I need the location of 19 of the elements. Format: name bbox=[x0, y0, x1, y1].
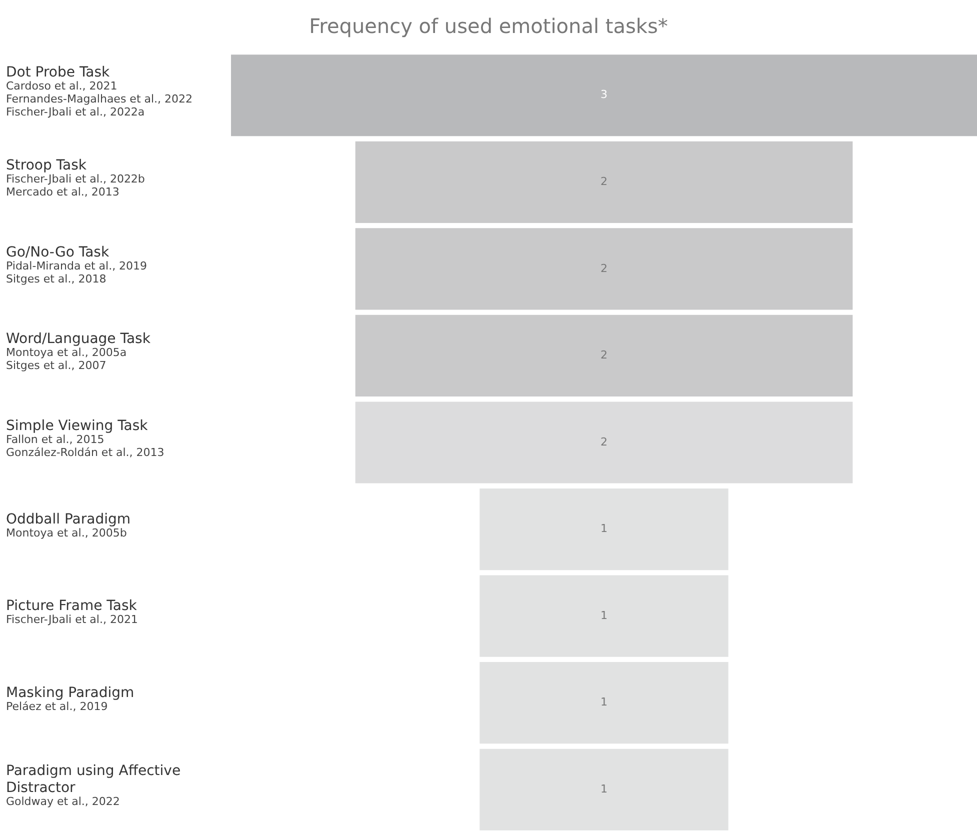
data-label: 1 bbox=[600, 782, 608, 796]
data-label: 1 bbox=[600, 696, 608, 709]
data-label: 2 bbox=[600, 175, 608, 188]
text: Frequency of used emotional tasks* bbox=[309, 14, 668, 38]
data-label: 2 bbox=[600, 348, 608, 362]
category-label: Go/No-Go Task Pidal-Miranda et al., 2019 Sitges et al., 2018 bbox=[6, 244, 148, 286]
data-label: 1 bbox=[600, 608, 608, 622]
category-label: Oddball Paradigm Montoya et al., 2005b bbox=[6, 511, 131, 540]
data-label: 2 bbox=[600, 262, 608, 275]
data-label: 1 bbox=[600, 522, 608, 536]
category-label: Masking Paradigm Peláez et al., 2019 bbox=[6, 684, 134, 713]
category-label: Dot Probe Task Cardoso et al., 2021 Fernandes-Magalhaes et al., 2022 Fischer-Jbali et al., 2022a bbox=[6, 64, 193, 118]
data-label: 2 bbox=[600, 435, 608, 448]
category-label: Picture Frame Task Fischer-Jbali et al., 2021 bbox=[6, 598, 138, 626]
category-label: Simple Viewing Task Fallon et al., 2015 González-Roldán et al., 2013 bbox=[6, 418, 164, 459]
category-label: Paradigm using Affective Distractor Goldway et al., 2022 bbox=[6, 763, 181, 808]
category-label: Word/Language Task Montoya et al., 2005a Sitges et al., 2007 bbox=[6, 331, 152, 372]
data-label: 3 bbox=[600, 88, 608, 102]
category-label: Stroop Task Fischer-Jbali et al., 2022b Mercado et al., 2013 bbox=[6, 158, 145, 199]
